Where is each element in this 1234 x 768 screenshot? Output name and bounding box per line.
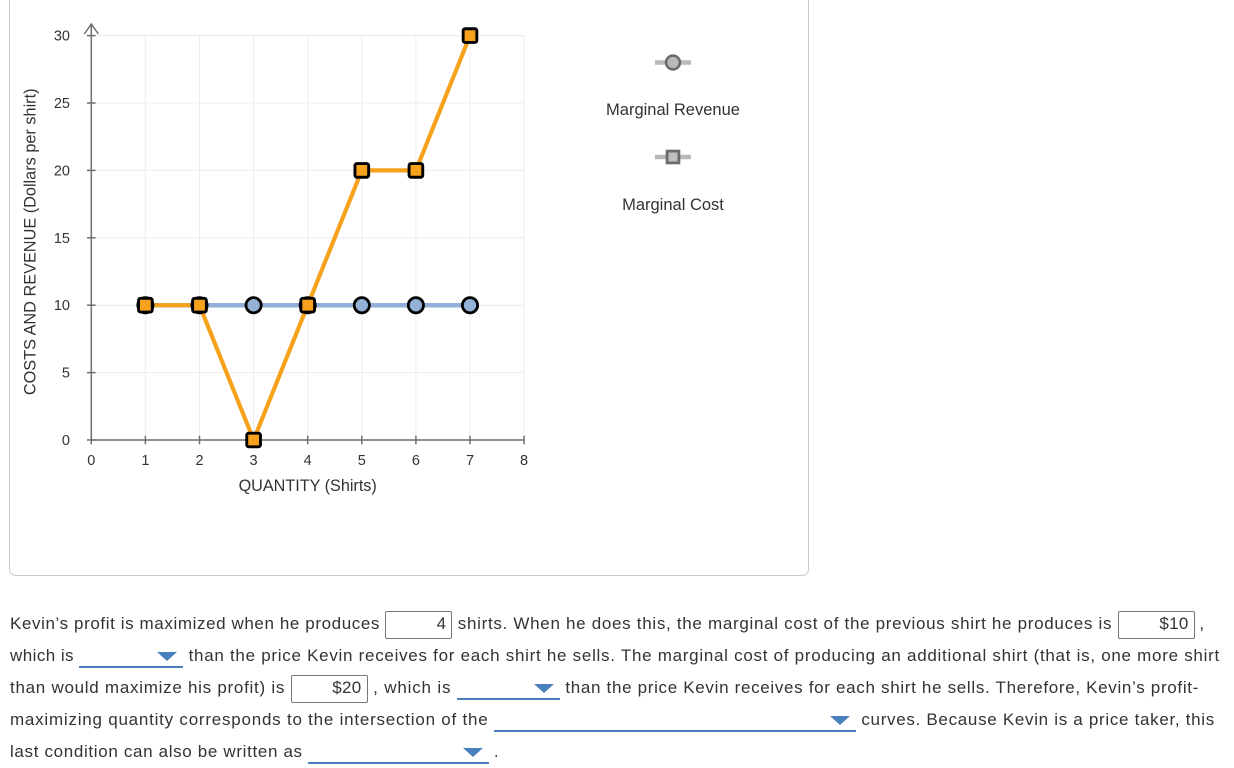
svg-text:QUANTITY (Shirts): QUANTITY (Shirts)	[239, 477, 377, 495]
svg-text:Marginal Cost: Marginal Cost	[622, 196, 724, 214]
svg-text:Marginal Revenue: Marginal Revenue	[606, 101, 740, 119]
svg-text:COSTS AND REVENUE (Dollars per: COSTS AND REVENUE (Dollars per shirt)	[22, 88, 40, 395]
svg-text:1: 1	[141, 453, 149, 469]
svg-text:0: 0	[87, 453, 95, 469]
svg-text:30: 30	[54, 29, 70, 45]
svg-text:8: 8	[520, 453, 528, 469]
svg-text:2: 2	[195, 453, 203, 469]
svg-text:7: 7	[466, 453, 474, 469]
svg-text:6: 6	[412, 453, 420, 469]
svg-text:5: 5	[358, 453, 366, 469]
svg-text:5: 5	[62, 366, 70, 382]
svg-text:20: 20	[54, 163, 70, 179]
svg-text:25: 25	[54, 96, 70, 112]
svg-text:15: 15	[54, 231, 70, 247]
svg-text:4: 4	[304, 453, 312, 469]
svg-text:10: 10	[54, 298, 70, 314]
svg-text:3: 3	[250, 453, 258, 469]
svg-text:0: 0	[62, 433, 70, 449]
